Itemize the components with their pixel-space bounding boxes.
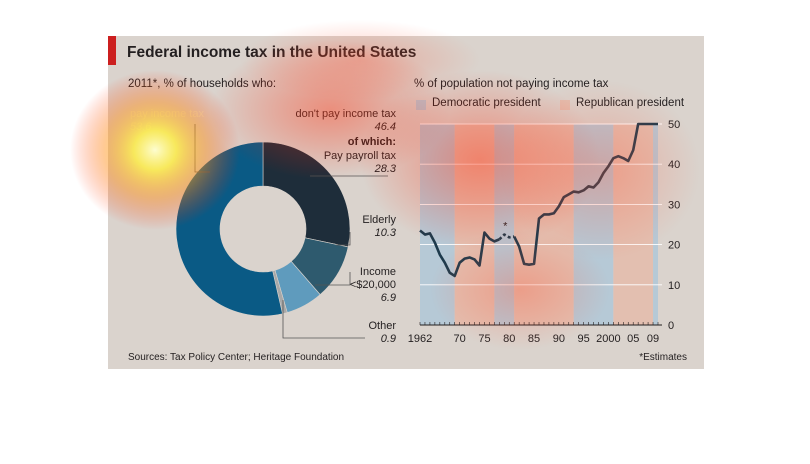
- xtick-label-70: 70: [454, 333, 466, 345]
- band-0: [420, 124, 455, 325]
- ytick-label-50: 50: [668, 119, 680, 131]
- xtick-label-09: 09: [647, 333, 659, 345]
- other-label: Other: [368, 320, 396, 332]
- xtick-label-90: 90: [553, 333, 565, 345]
- xtick-label-2000: 2000: [596, 333, 620, 345]
- ytick-label-10: 10: [668, 280, 680, 292]
- band-6: [653, 124, 658, 325]
- ytick-label-20: 20: [668, 240, 680, 252]
- estimate-asterisk: *: [503, 220, 508, 232]
- ytick-label-30: 30: [668, 199, 680, 211]
- leader-elderly: [336, 232, 351, 246]
- income-label-2: <$20,000: [349, 279, 396, 291]
- leader-other: [282, 300, 365, 339]
- estimates-footnote: *Estimates: [639, 352, 687, 363]
- ytick-label-40: 40: [668, 159, 680, 171]
- xtick-label-05: 05: [627, 333, 639, 345]
- leader-income: [315, 272, 351, 286]
- xtick-label-75: 75: [478, 333, 490, 345]
- xtick-label-1962: 1962: [408, 333, 432, 345]
- band-1: [454, 124, 495, 325]
- ytick-label-0: 0: [668, 320, 674, 332]
- xtick-label-80: 80: [503, 333, 515, 345]
- source-note: Sources: Tax Policy Center; Heritage Fou…: [128, 352, 345, 363]
- xtick-label-95: 95: [578, 333, 590, 345]
- income-value: 6.9: [380, 292, 396, 304]
- band-4: [573, 124, 614, 325]
- band-5: [613, 124, 654, 325]
- xtick-label-85: 85: [528, 333, 540, 345]
- accent-bar: [108, 36, 116, 65]
- income-label-1: Income: [359, 266, 396, 278]
- band-3: [514, 124, 574, 325]
- other-value: 0.9: [380, 333, 396, 345]
